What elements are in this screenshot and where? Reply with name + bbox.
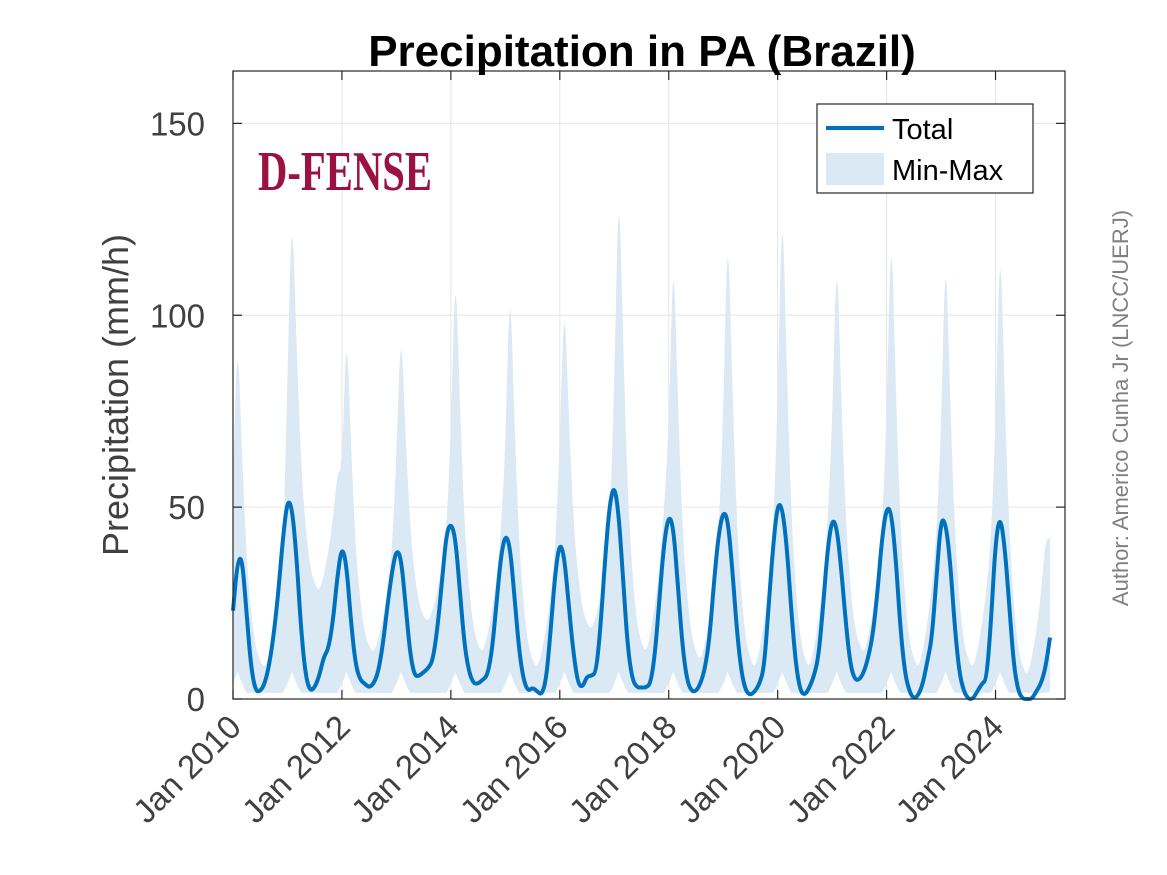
d-fense-logo: D-FENSE	[258, 141, 432, 203]
y-axis-ticks: 0 50 100 150	[150, 105, 1065, 718]
min-max-band-area	[233, 215, 1050, 693]
axes-box	[232, 70, 1066, 700]
legend-total-label: Total	[892, 114, 953, 146]
y-tick-label: 100	[150, 297, 205, 334]
y-tick-label: 50	[168, 489, 205, 526]
author-credit: Author: Americo Cunha Jr (LNCC/UERJ)	[1108, 210, 1133, 606]
total-series-line	[231, 488, 1052, 701]
chart-title: Precipitation in PA (Brazil)	[368, 27, 916, 76]
y-tick-label: 150	[150, 105, 205, 142]
total-line	[231, 488, 1052, 701]
min-max-band	[233, 215, 1050, 693]
y-axis-label: Precipitation (mm/h)	[95, 234, 136, 556]
legend-minmax-swatch	[826, 153, 884, 185]
legend-minmax-label: Min-Max	[892, 155, 1004, 187]
y-tick-label: 0	[187, 681, 205, 718]
legend: Total Min-Max	[816, 103, 1034, 194]
